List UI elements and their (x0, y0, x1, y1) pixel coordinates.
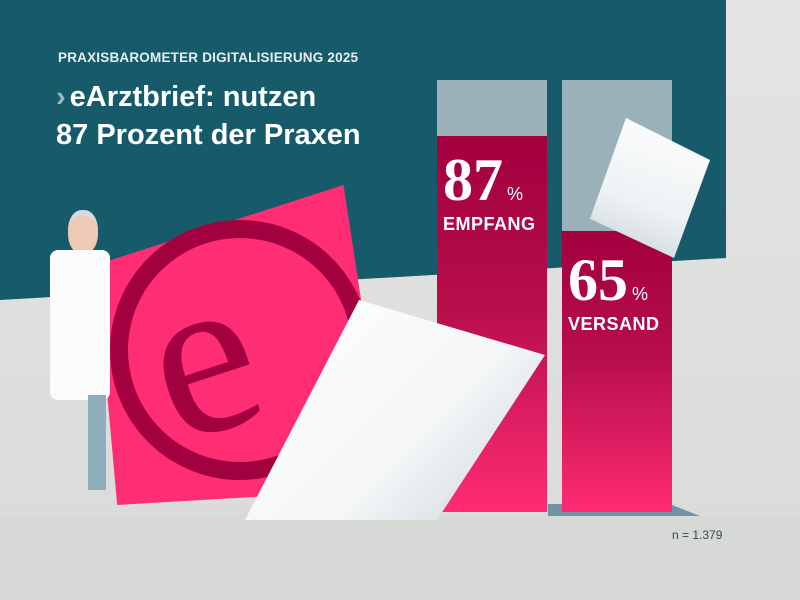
bar-fill (562, 231, 672, 512)
sample-size-note: n = 1.379 (672, 528, 723, 542)
bar-empfang (437, 80, 547, 512)
value-versand: 65% (568, 250, 648, 310)
title-line-1: eArztbrief: nutzen (69, 81, 317, 113)
value-number: 87 (443, 147, 503, 213)
percent-sign: % (632, 284, 649, 304)
title-line-2: 87 Prozent der Praxen (56, 119, 361, 151)
legs (88, 395, 106, 490)
doctor-illustration (48, 210, 118, 500)
floor (0, 515, 800, 600)
head (68, 210, 98, 254)
label-versand: VERSAND (568, 314, 660, 334)
percent-sign: % (507, 184, 524, 204)
chevron-right-icon: › (56, 81, 66, 113)
eyebrow-label: PRAXISBAROMETER DIGITALISIERUNG 2025 (58, 50, 359, 65)
value-empfang: 87% (443, 150, 523, 210)
coat (50, 250, 110, 400)
value-number: 65 (568, 247, 628, 313)
label-empfang: EMPFANG (443, 214, 536, 234)
page-title: › eArztbrief: nutzen 87 Prozent der Praxe… (56, 78, 361, 154)
